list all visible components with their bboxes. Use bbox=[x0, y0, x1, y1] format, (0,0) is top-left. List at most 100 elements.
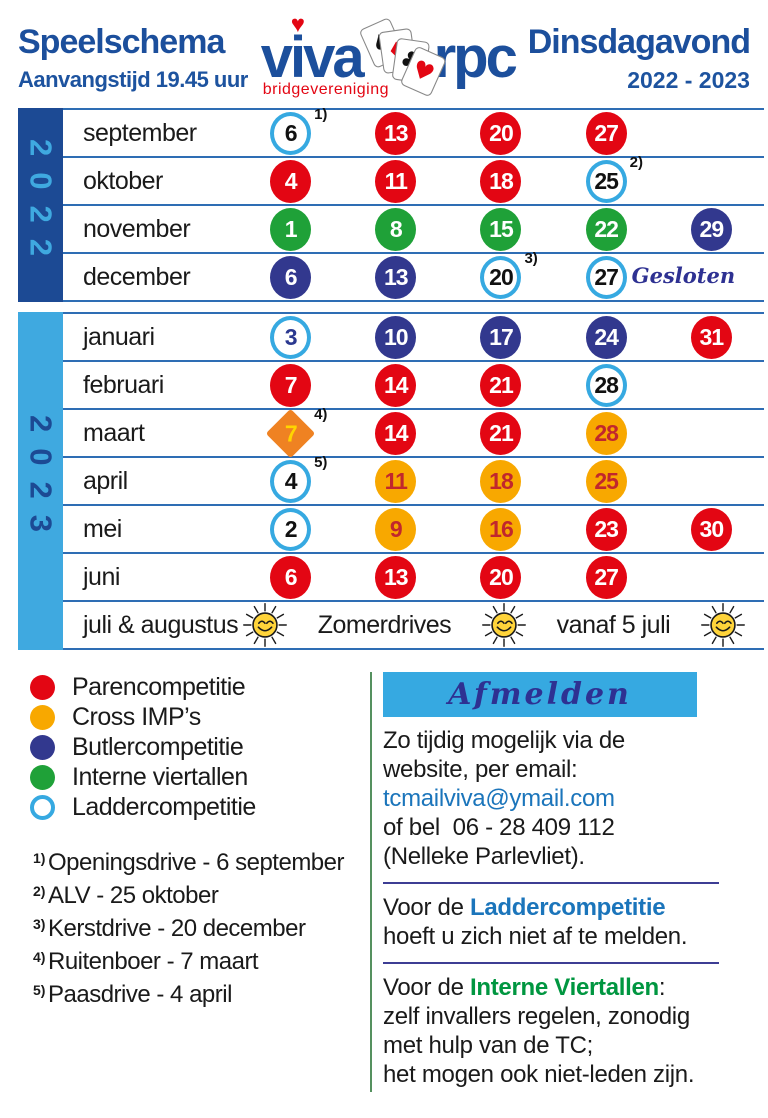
date-wrap: 20 bbox=[480, 111, 522, 155]
date-11-oktober: 11 bbox=[375, 159, 417, 203]
date-28-maart: 28 bbox=[585, 411, 627, 455]
date-number: 18 bbox=[489, 467, 514, 494]
date-number: 16 bbox=[489, 515, 514, 542]
date-wrap: 15 bbox=[480, 207, 522, 251]
date-wrap: 14 bbox=[375, 363, 417, 407]
footnote-2: 2) ALV - 25 oktober bbox=[18, 882, 370, 915]
date-number: 25 bbox=[594, 167, 619, 194]
date-wrap: 21 bbox=[480, 411, 522, 455]
legend-label: Butlercompetitie bbox=[72, 732, 244, 761]
calendar-section-2022: 2022 september 6 1) 13 20 27 oktober 4 11 18 25 2) no… bbox=[18, 106, 764, 302]
date-wrap: 3 bbox=[270, 315, 312, 359]
date-wrap: 13 bbox=[375, 555, 417, 599]
date-cell: 27 bbox=[554, 555, 659, 599]
date-number: 2 bbox=[284, 515, 298, 542]
date-6-december: 6 bbox=[270, 255, 312, 299]
date-number: 21 bbox=[489, 419, 514, 446]
date-wrap: 6 1) bbox=[270, 106, 327, 155]
date-11-april: 11 bbox=[375, 459, 417, 503]
date-cell: 11 bbox=[343, 459, 448, 503]
calendar-row-oktober: oktober 4 11 18 25 2) bbox=[63, 154, 764, 204]
ladder-dot-icon bbox=[30, 794, 55, 820]
date-18-april: 18 bbox=[480, 459, 522, 503]
date-wrap: 7 bbox=[270, 363, 312, 407]
legend-item-cross: Cross IMP’s bbox=[18, 702, 370, 732]
date-number: 6 bbox=[284, 263, 298, 290]
email-link[interactable]: tcmailviva@ymail.com bbox=[383, 785, 615, 812]
date-3-januari: 3 bbox=[270, 315, 312, 359]
date-cell: 4 bbox=[238, 159, 343, 203]
footnote-mark: 2) bbox=[33, 883, 46, 899]
date-15-november: 15 bbox=[480, 207, 522, 251]
date-29-november: 29 bbox=[690, 207, 732, 251]
date-28-februari: 28 bbox=[585, 363, 627, 407]
date-cell: 24 bbox=[554, 315, 659, 359]
legend-column: Parencompetitie Cross IMP’s Butlercompetit… bbox=[18, 672, 370, 1092]
legend: Parencompetitie Cross IMP’s Butlercompetit… bbox=[18, 672, 370, 822]
date-wrap: 6 bbox=[270, 255, 312, 299]
footnote-text: Ruitenboer - 7 maart bbox=[48, 948, 259, 975]
date-cells: 2 9 16 23 30 bbox=[228, 507, 764, 551]
date-cell: 30 bbox=[659, 507, 764, 551]
date-number: 28 bbox=[594, 371, 619, 398]
date-9-mei: 9 bbox=[375, 507, 417, 551]
footnote-3: 3) Kerstdrive - 20 december bbox=[18, 915, 370, 948]
calendar-row-september: september 6 1) 13 20 27 bbox=[63, 106, 764, 156]
date-number: 22 bbox=[594, 215, 619, 242]
date-cell: 6 bbox=[238, 555, 343, 599]
date-wrap: 28 bbox=[585, 411, 627, 455]
butler-dot-icon bbox=[30, 734, 55, 760]
calendar-row-maart: maart 7 4) 14 21 28 bbox=[63, 406, 764, 458]
date-2-mei: 2 bbox=[270, 507, 312, 551]
date-number: 13 bbox=[383, 263, 409, 290]
date-31-januari: 31 bbox=[690, 315, 732, 359]
date-cell: 29 bbox=[659, 207, 764, 251]
footnote-mark: 3) bbox=[33, 916, 46, 932]
cross-dot-icon bbox=[30, 704, 55, 730]
divider-rule bbox=[383, 882, 719, 884]
viertallen-note: Voor de Interne Viertallen: zelf invalle… bbox=[383, 973, 750, 1089]
summer-text: vanaf 5 juli bbox=[556, 610, 671, 639]
date-wrap: 27 bbox=[585, 111, 627, 155]
date-cell: 21 bbox=[448, 363, 553, 407]
month-label: juni bbox=[83, 562, 120, 591]
phone-line: of bel 06 - 28 409 112 bbox=[383, 814, 615, 841]
month-label: april bbox=[83, 466, 128, 495]
year-label: 2023 bbox=[23, 414, 59, 548]
date-cell: 27 Gesloten bbox=[554, 255, 735, 299]
footnote-mark: 1) bbox=[314, 105, 328, 123]
date-number: 11 bbox=[384, 167, 408, 194]
date-cells: 1 8 15 22 29 bbox=[228, 207, 764, 251]
footnote-mark: 1) bbox=[33, 850, 46, 866]
date-cell: 25 2) bbox=[554, 154, 659, 203]
date-27-september: 27 bbox=[585, 111, 627, 155]
viva-rpc-logo: ♥ viva bridgevereniging ♠ ♦ ♣ bbox=[261, 13, 518, 100]
date-cell: 28 bbox=[554, 363, 659, 407]
legend-item-viertallen: Interne viertallen bbox=[18, 762, 370, 792]
afmelden-line: Zo tijdig mogelijk via de bbox=[383, 727, 625, 754]
month-label: februari bbox=[83, 370, 164, 399]
month-label: januari bbox=[83, 322, 155, 351]
date-cells: 4 11 18 25 2) bbox=[228, 154, 764, 203]
date-wrap: 31 bbox=[690, 315, 732, 359]
date-cells: 6 13 20 27 bbox=[228, 555, 764, 599]
date-wrap: 13 bbox=[375, 111, 417, 155]
date-wrap: 16 bbox=[480, 507, 522, 551]
date-cell: 6 bbox=[238, 255, 343, 299]
date-cell: 17 bbox=[448, 315, 553, 359]
date-number: 30 bbox=[699, 515, 725, 542]
date-wrap: 2 bbox=[270, 507, 312, 551]
date-wrap: 20 3) bbox=[480, 250, 538, 299]
page-title: Speelschema bbox=[18, 23, 225, 61]
date-number: 9 bbox=[389, 515, 403, 542]
date-cells: 7 4) 14 21 28 bbox=[228, 406, 764, 458]
date-number: 7 bbox=[284, 419, 297, 446]
calendar-row-juli-augustus: juli & augustus Zomerdrives bbox=[63, 600, 764, 648]
date-wrap: 9 bbox=[375, 507, 417, 551]
date-8-november: 8 bbox=[375, 207, 417, 251]
date-cell: 18 bbox=[448, 459, 553, 503]
legend-item-butler: Butlercompetitie bbox=[18, 732, 370, 762]
legend-item-paren: Parencompetitie bbox=[18, 672, 370, 702]
date-wrap: 21 bbox=[480, 363, 522, 407]
afmelden-header: Afmelden bbox=[383, 672, 697, 717]
